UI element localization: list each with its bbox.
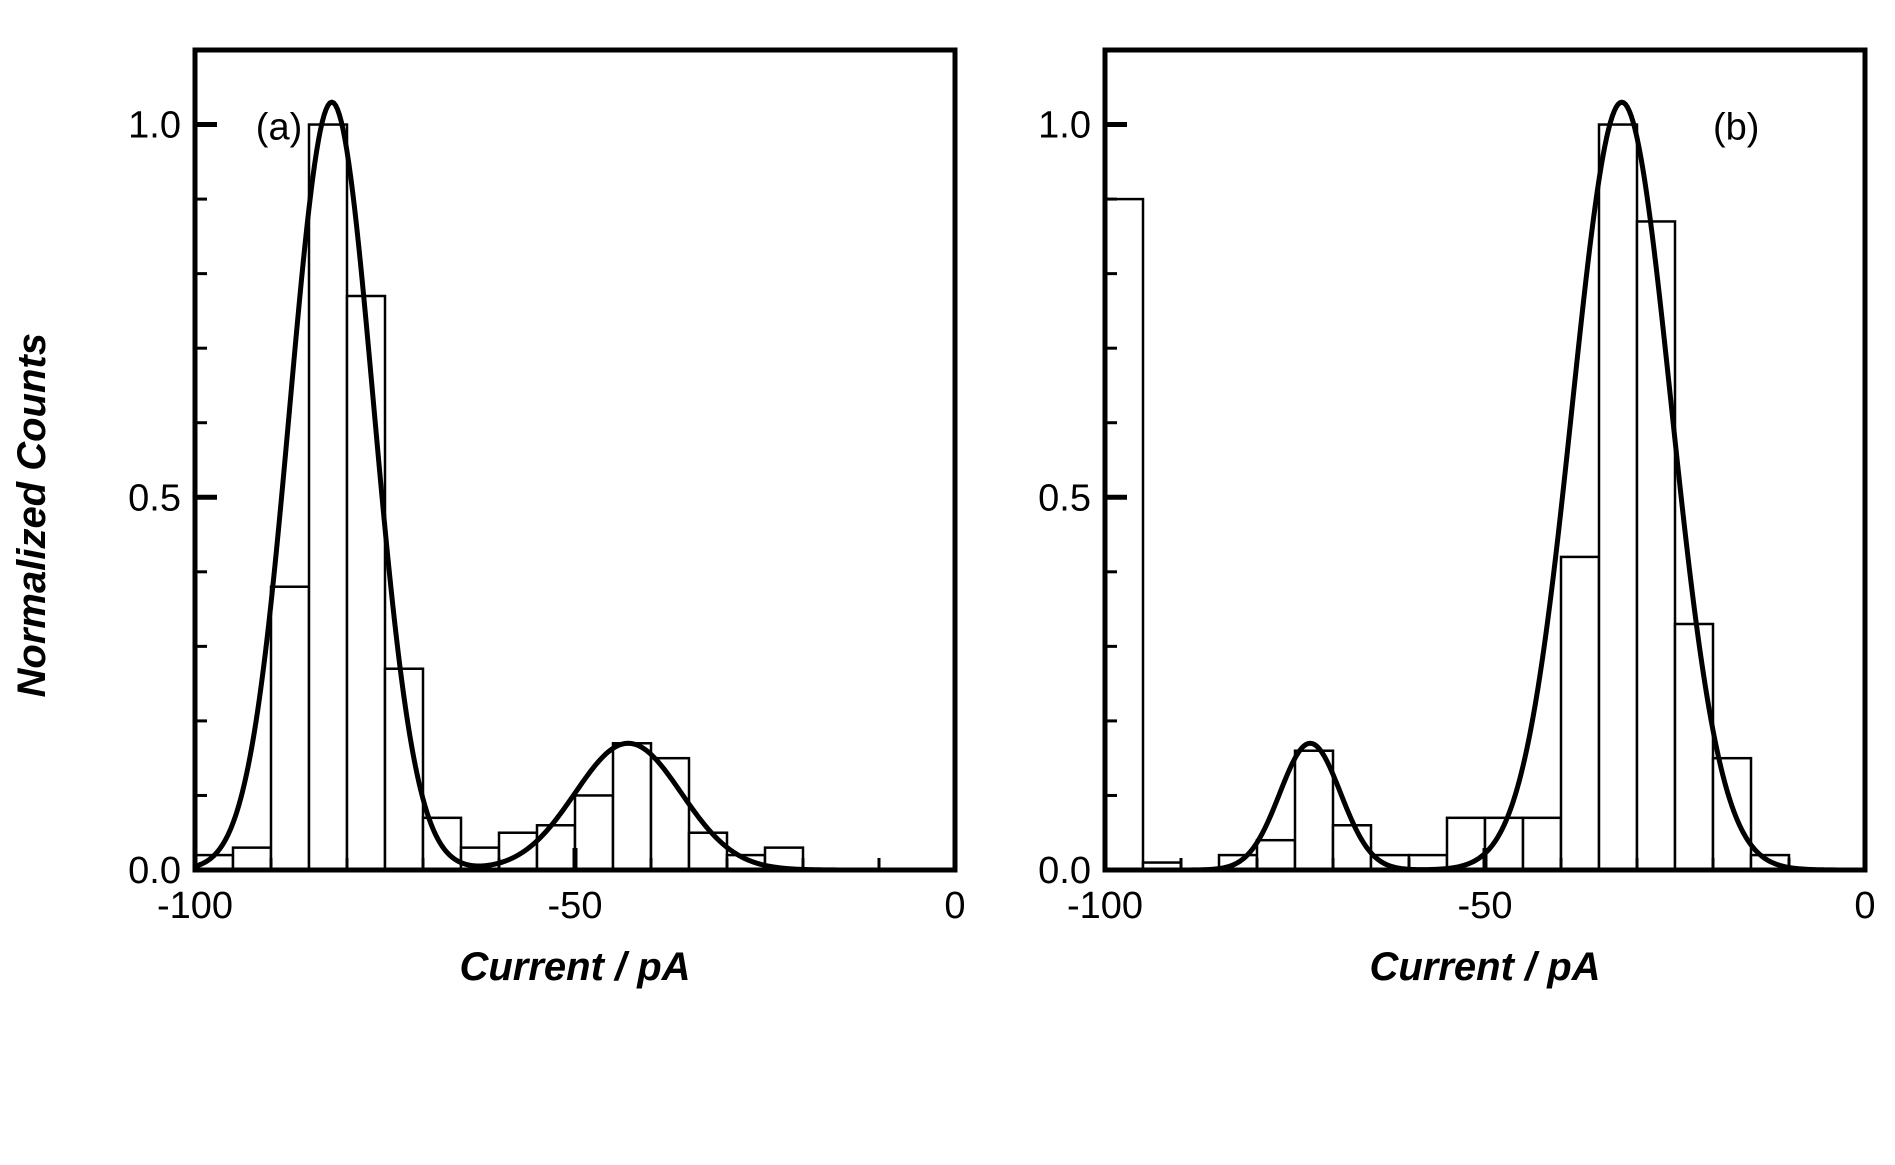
- x-tick-label: 0: [1854, 885, 1875, 927]
- histogram-bar: [271, 587, 309, 870]
- histogram-bar: [1637, 221, 1675, 870]
- x-tick-label: -50: [548, 885, 603, 927]
- figure-container: Normalized Counts -100-5000.00.51.0(a)Cu…: [20, 20, 1875, 1010]
- panel-0: -100-5000.00.51.0(a)Current / pA: [65, 20, 975, 1010]
- panels-row: -100-5000.00.51.0(a)Current / pA-100-500…: [65, 20, 1885, 1010]
- y-tick-label: 1.0: [1038, 105, 1091, 147]
- histogram-bar: [1523, 818, 1561, 870]
- x-axis-label: Current / pA: [459, 945, 690, 989]
- fit-curve: [1105, 102, 1865, 870]
- panel-1: -100-5000.00.51.0(b)Current / pA: [975, 20, 1885, 1010]
- y-tick-label: 1.0: [128, 105, 181, 147]
- histogram-bar: [1713, 758, 1751, 870]
- panel-wrap: -100-5000.00.51.0(b)Current / pA: [975, 20, 1885, 1010]
- histogram-bar: [1599, 125, 1637, 870]
- histogram-bar: [309, 125, 347, 870]
- x-tick-label: -50: [1458, 885, 1513, 927]
- y-tick-label: 0.0: [1038, 850, 1091, 892]
- histogram-bar: [1675, 624, 1713, 870]
- x-tick-label: 0: [944, 885, 965, 927]
- histogram-bar: [1561, 557, 1599, 870]
- histogram-bar: [575, 795, 613, 870]
- y-tick-label: 0.0: [128, 850, 181, 892]
- panel-label: (b): [1713, 107, 1759, 149]
- histogram-bar: [613, 743, 651, 870]
- y-axis-label: Normalized Counts: [10, 333, 55, 697]
- panel-wrap: -100-5000.00.51.0(a)Current / pA: [65, 20, 975, 1010]
- y-tick-label: 0.5: [1038, 477, 1091, 519]
- y-tick-label: 0.5: [128, 477, 181, 519]
- histogram-bar: [1257, 840, 1295, 870]
- histogram-bar: [1105, 199, 1143, 870]
- histogram-bar: [1295, 751, 1333, 870]
- x-axis-label: Current / pA: [1369, 945, 1600, 989]
- panel-label: (a): [256, 107, 302, 149]
- histogram-bar: [233, 848, 271, 870]
- plot-frame: [1105, 50, 1865, 870]
- histogram-bar: [347, 296, 385, 870]
- histogram-bar: [689, 833, 727, 870]
- histogram-bar: [499, 833, 537, 870]
